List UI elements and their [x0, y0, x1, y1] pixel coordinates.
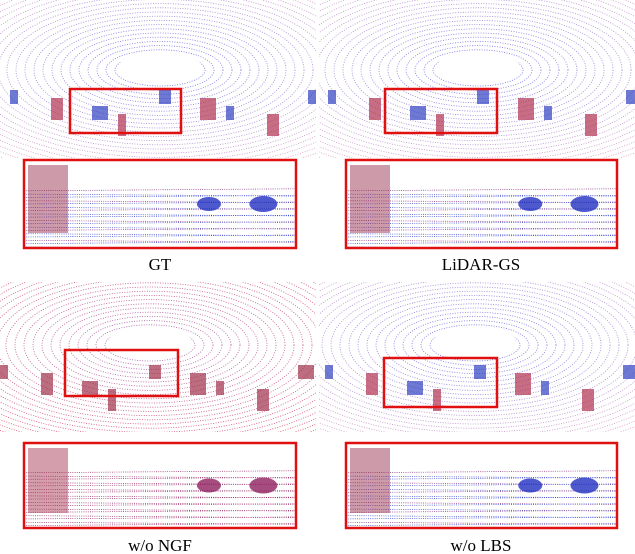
left-cluster [350, 448, 390, 513]
object [149, 365, 161, 379]
object [626, 90, 635, 104]
scan-line [346, 522, 617, 524]
object [410, 106, 426, 120]
scan-ring [271, 0, 635, 162]
car [518, 479, 542, 493]
car [518, 197, 542, 211]
scan-ring [0, 0, 394, 174]
object [328, 90, 336, 104]
scan [205, 224, 635, 466]
sensor-hole [108, 328, 192, 356]
object [41, 373, 53, 395]
object [325, 365, 333, 379]
object [0, 365, 8, 379]
scan [0, 0, 430, 191]
object [159, 90, 171, 104]
object [216, 381, 224, 395]
object [200, 98, 216, 120]
object [518, 98, 534, 120]
scan-line [346, 517, 617, 519]
scan-ring [0, 241, 384, 449]
scan-ring [205, 224, 635, 466]
scan-ring [0, 237, 393, 454]
left-cluster [28, 448, 68, 513]
object [92, 106, 108, 120]
scan-line [346, 234, 617, 236]
car [249, 196, 277, 212]
scan-ring [0, 0, 367, 162]
object [190, 373, 206, 395]
object [366, 373, 378, 395]
scan [0, 224, 420, 466]
scan-ring [262, 0, 635, 166]
object [257, 389, 269, 411]
left-cluster [28, 165, 68, 233]
object [474, 365, 486, 379]
caption: GT [149, 255, 172, 274]
zoom-scan [346, 165, 617, 249]
sensor-hole [118, 53, 202, 81]
scan-ring [0, 224, 420, 466]
scan-ring [214, 228, 635, 462]
sensor-hole [433, 328, 517, 356]
object [10, 90, 18, 104]
object [541, 381, 549, 395]
roi-box [65, 350, 178, 396]
scan-line [346, 524, 617, 526]
caption: w/o NGF [128, 536, 192, 554]
zoom-scan [24, 165, 296, 249]
object [407, 381, 423, 395]
object [51, 98, 63, 120]
scan-ring [0, 228, 411, 462]
figure: GT LiDAR-GS w/o NGF w/o LBS [0, 0, 635, 554]
car [249, 478, 277, 494]
object [267, 114, 279, 136]
left-cluster [350, 165, 390, 233]
scan-line [346, 516, 617, 518]
highlight-boxes [24, 89, 617, 528]
scan-line [346, 242, 617, 244]
point-clouds [0, 0, 635, 531]
caption: w/o LBS [451, 536, 512, 554]
car [197, 479, 221, 493]
scan-ring [0, 0, 403, 178]
object [226, 106, 234, 120]
car [197, 197, 221, 211]
object [515, 373, 531, 395]
zoom-scan [24, 448, 296, 531]
object [82, 381, 98, 395]
scan-line [24, 235, 296, 237]
scan [208, 0, 635, 191]
car [570, 196, 598, 212]
scan-ring [244, 0, 635, 174]
scan-line [24, 524, 296, 526]
caption: LiDAR-GS [442, 255, 520, 274]
scan-line [24, 517, 296, 519]
object [544, 106, 552, 120]
object [477, 90, 489, 104]
object [585, 114, 597, 136]
scan-ring [232, 237, 635, 454]
object [308, 90, 324, 104]
zoom-scan [346, 448, 617, 531]
object [369, 98, 381, 120]
scan-line [346, 240, 617, 242]
scan-line [24, 242, 296, 244]
sensor-hole [436, 53, 520, 81]
object [582, 389, 594, 411]
object [298, 365, 314, 379]
object [108, 389, 116, 411]
scan-ring [253, 0, 635, 170]
scan-ring [208, 0, 635, 191]
car [570, 478, 598, 494]
object [623, 365, 635, 379]
scan-line [346, 235, 617, 237]
